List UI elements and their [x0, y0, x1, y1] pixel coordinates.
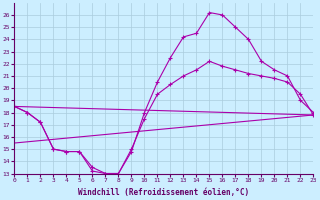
X-axis label: Windchill (Refroidissement éolien,°C): Windchill (Refroidissement éolien,°C) — [78, 188, 250, 197]
